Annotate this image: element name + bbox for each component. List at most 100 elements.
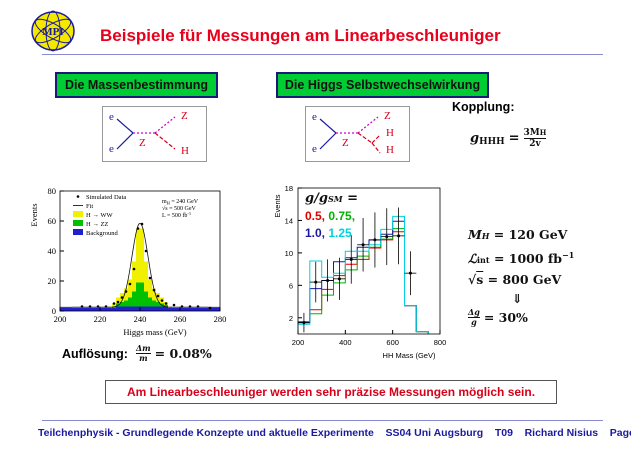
data-point bbox=[361, 243, 365, 247]
data-point bbox=[164, 302, 168, 305]
label-e-bottom: e bbox=[312, 143, 317, 155]
footer-rule bbox=[42, 420, 603, 421]
bar-background bbox=[144, 306, 148, 311]
title-rule bbox=[42, 54, 603, 55]
bar-hww bbox=[156, 293, 160, 302]
resolution-value: = 0.08% bbox=[154, 346, 212, 361]
bar-background bbox=[84, 308, 88, 311]
bar-hww bbox=[132, 261, 136, 292]
bar-background bbox=[68, 308, 72, 311]
data-point bbox=[314, 280, 318, 284]
x-tick-label: 200 bbox=[54, 314, 67, 324]
bar-background bbox=[100, 308, 104, 311]
legend-cyan: 1.25 bbox=[328, 226, 352, 240]
bar-hww bbox=[152, 288, 156, 301]
bar-background bbox=[116, 306, 120, 311]
bar-background bbox=[156, 306, 160, 311]
y-axis-label: Events bbox=[30, 203, 39, 226]
bar-background bbox=[168, 308, 172, 311]
data-point bbox=[188, 305, 192, 308]
bar-background bbox=[140, 306, 144, 311]
label-e-bottom: e bbox=[109, 143, 114, 155]
bar-background bbox=[172, 308, 176, 311]
bar-hww bbox=[144, 261, 148, 292]
label-z-mid: Z bbox=[342, 137, 349, 149]
legend-blue: 1.0, bbox=[305, 226, 326, 240]
bar-background bbox=[76, 308, 80, 311]
resolution-label: Auflösung: bbox=[62, 346, 128, 361]
y-tick-label: 80 bbox=[48, 186, 57, 196]
bar-background bbox=[212, 308, 216, 311]
legend-title: g/g bbox=[305, 191, 328, 206]
bar-background bbox=[88, 308, 92, 311]
bar-hww bbox=[148, 279, 152, 298]
data-point bbox=[373, 238, 377, 242]
bar-hww bbox=[128, 279, 132, 298]
y-tick-label: 60 bbox=[48, 216, 57, 226]
data-point bbox=[116, 300, 120, 304]
x-axis-label: HH Mass (GeV) bbox=[383, 351, 436, 360]
data-point bbox=[112, 302, 116, 305]
y-tick-label: 14 bbox=[285, 216, 293, 225]
legend-label: Background bbox=[86, 230, 119, 237]
feynman-diagram-zh: e e Z Z H bbox=[102, 106, 207, 162]
bar-background bbox=[60, 308, 64, 311]
y-tick-label: 20 bbox=[48, 276, 57, 286]
data-point bbox=[148, 276, 152, 280]
bar-background bbox=[196, 308, 200, 311]
label-h-out-1: H bbox=[386, 127, 394, 139]
bar-hzz bbox=[140, 282, 144, 307]
label-e-top: e bbox=[109, 111, 114, 123]
x-tick-label: 240 bbox=[134, 314, 147, 324]
legend-eq: = bbox=[342, 191, 358, 206]
hh-legend: g/gSM = 0.5, 0.75, 1.0, 1.25 bbox=[305, 190, 358, 242]
kopplung-formula: g HHH = 3MH 2v bbox=[470, 128, 547, 149]
bar-hzz bbox=[148, 297, 152, 307]
y-tick-label: 40 bbox=[48, 246, 57, 256]
kopplung-numerator: 3M bbox=[523, 128, 540, 138]
feynman-diagram-zhh: e e Z Z H H bbox=[305, 106, 410, 162]
mpi-logo: MPI bbox=[31, 10, 75, 52]
y-tick-label: 18 bbox=[285, 184, 293, 193]
footer: Teilchenphysik - Grundlegende Konzepte u… bbox=[38, 427, 631, 439]
kopplung-label: Kopplung: bbox=[452, 100, 515, 114]
bar-hzz bbox=[164, 305, 168, 307]
bar-background bbox=[108, 308, 112, 311]
fit-curve bbox=[60, 222, 220, 308]
data-point bbox=[128, 282, 132, 286]
bar-background bbox=[176, 308, 180, 311]
y-axis-label: Events bbox=[273, 194, 282, 217]
param-delta-g: Δg g = 30% bbox=[468, 307, 528, 328]
data-point bbox=[196, 305, 200, 308]
bar-background bbox=[64, 308, 68, 311]
param-arrow: ⇓ bbox=[512, 291, 523, 307]
data-point bbox=[124, 290, 128, 293]
bar-background bbox=[92, 308, 96, 311]
data-point bbox=[144, 249, 148, 253]
annotation-sqrts: √s = 500 GeV bbox=[162, 205, 197, 212]
x-axis-label: Higgs mass (GeV) bbox=[123, 327, 186, 337]
bar-background bbox=[136, 306, 140, 311]
x-tick-label: 800 bbox=[434, 338, 447, 347]
data-point bbox=[180, 305, 184, 308]
x-tick-label: 280 bbox=[214, 314, 227, 324]
bar-background bbox=[148, 306, 152, 311]
resolution: Auflösung: Δm m = 0.08% bbox=[62, 343, 212, 363]
legend-sub: SM bbox=[327, 194, 343, 204]
data-point bbox=[302, 321, 306, 325]
x-tick-label: 220 bbox=[94, 314, 107, 324]
data-point bbox=[80, 305, 84, 308]
bar-background bbox=[104, 308, 108, 311]
bar-background bbox=[188, 308, 192, 311]
bar-background bbox=[204, 308, 208, 311]
label-h-out: H bbox=[181, 145, 189, 157]
params-block: MH = 120 GeV ℒint = 1000 fb−1 √s = 800 G… bbox=[468, 225, 574, 327]
label-h-out-2: H bbox=[386, 144, 394, 156]
y-tick-label: 10 bbox=[285, 249, 293, 258]
histogram-1-25 bbox=[297, 215, 429, 335]
x-tick-label: 200 bbox=[292, 338, 305, 347]
y-tick-label: 6 bbox=[289, 281, 293, 290]
x-tick-label: 600 bbox=[386, 338, 399, 347]
bar-background bbox=[208, 308, 212, 311]
legend-swatch bbox=[73, 220, 83, 226]
